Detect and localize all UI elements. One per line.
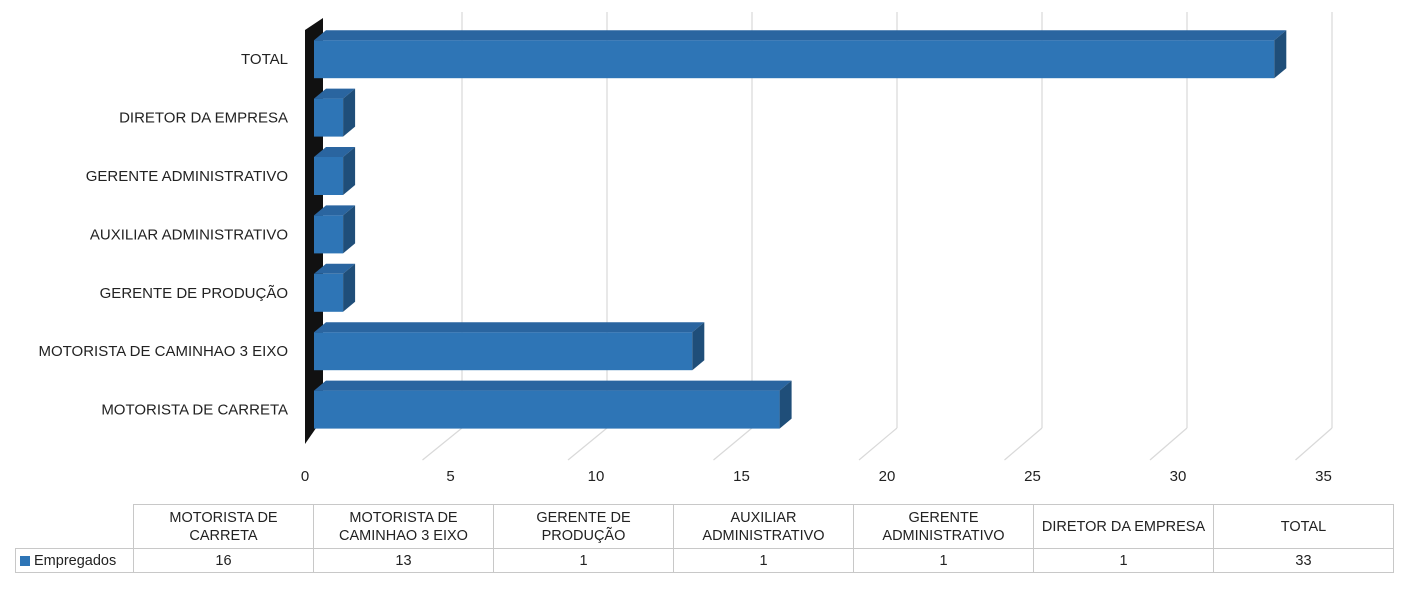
data-table-value: 1 [673,548,854,573]
legend-color-key [20,555,30,566]
bar-top [314,30,1287,41]
chart-grid [422,12,1333,461]
data-table-value-row: Empregados 16 13 1 1 1 1 33 [15,548,1394,573]
bar-side [692,322,705,371]
bar-top [314,88,356,99]
bar-chart: MOTORISTA DE CARRETA MOTORISTA DE CAMINHA… [39,12,1333,485]
bar [314,273,344,312]
value-tick-label: 15 [733,468,750,485]
bar-side [343,205,356,254]
gridline-floor [1295,427,1333,461]
data-table: MOTORISTA DE CARRETA MOTORISTA DE CAMINH… [15,504,1394,573]
category-label: AUXILIAR ADMINISTRATIVO [90,226,288,243]
data-table-header: MOTORISTA DE CARRETA [133,504,314,549]
gridline-floor [1149,427,1188,461]
value-axis-labels: 0 5 10 15 20 25 30 35 [301,468,1332,485]
bar-top [314,380,792,391]
bar-side [343,88,356,137]
bar [314,98,344,137]
data-table-header-row: MOTORISTA DE CARRETA MOTORISTA DE CAMINH… [15,504,1394,549]
category-label: TOTAL [241,51,288,68]
value-tick-label: 30 [1170,468,1187,485]
bar [314,215,344,254]
category-label: MOTORISTA DE CAMINHAO 3 EIXO [39,343,289,360]
data-table-header: TOTAL [1213,504,1394,549]
data-table-value: 16 [133,548,314,573]
bar-side [343,147,356,195]
value-tick-label: 5 [446,468,454,485]
category-label: GERENTE ADMINISTRATIVO [86,168,288,185]
value-tick-label: 35 [1315,468,1332,485]
value-tick-label: 0 [301,468,309,485]
legend-entry: Empregados [15,548,134,573]
value-tick-label: 20 [879,468,896,485]
category-axis-labels: MOTORISTA DE CARRETA MOTORISTA DE CAMINHA… [39,51,289,418]
bar-top [314,263,356,274]
bar [314,332,693,371]
data-table-header: GERENTE DE PRODUÇÃO [493,504,674,549]
gridline-floor [858,427,898,461]
value-tick-label: 10 [588,468,605,485]
data-table-value: 1 [853,548,1034,573]
data-table-value: 13 [313,548,494,573]
data-table-header: AUXILIAR ADMINISTRATIVO [673,504,854,549]
data-table-corner [15,504,134,549]
bar-top [314,322,705,333]
bar-side [343,263,356,312]
category-label: DIRETOR DA EMPRESA [119,110,288,127]
data-table-value: 33 [1213,548,1394,573]
bar [314,157,344,195]
data-table-header: GERENTE ADMINISTRATIVO [853,504,1034,549]
category-label: GERENTE DE PRODUÇÃO [100,285,288,302]
gridline-floor [1004,427,1043,461]
category-label: MOTORISTA DE CARRETA [101,402,288,419]
bar-top [314,205,356,216]
chart-bars [314,30,1287,429]
value-tick-label: 25 [1024,468,1041,485]
data-table-value: 1 [493,548,674,573]
legend-label: Empregados [34,552,117,569]
data-table-value: 1 [1033,548,1214,573]
data-table-header: DIRETOR DA EMPRESA [1033,504,1214,549]
gridline-floor [567,427,608,461]
gridline-floor [713,427,753,461]
bar-side [779,380,792,429]
bar-top [314,147,356,157]
bar [314,390,780,429]
data-table-header: MOTORISTA DE CAMINHAO 3 EIXO [313,504,494,549]
bar-side [1274,30,1287,79]
gridline-floor [422,427,463,461]
bar [314,40,1275,79]
